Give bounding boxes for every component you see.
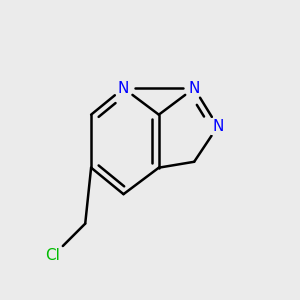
Text: N: N: [188, 81, 200, 96]
Text: Cl: Cl: [45, 248, 60, 263]
Text: N: N: [212, 119, 224, 134]
Text: N: N: [118, 81, 129, 96]
